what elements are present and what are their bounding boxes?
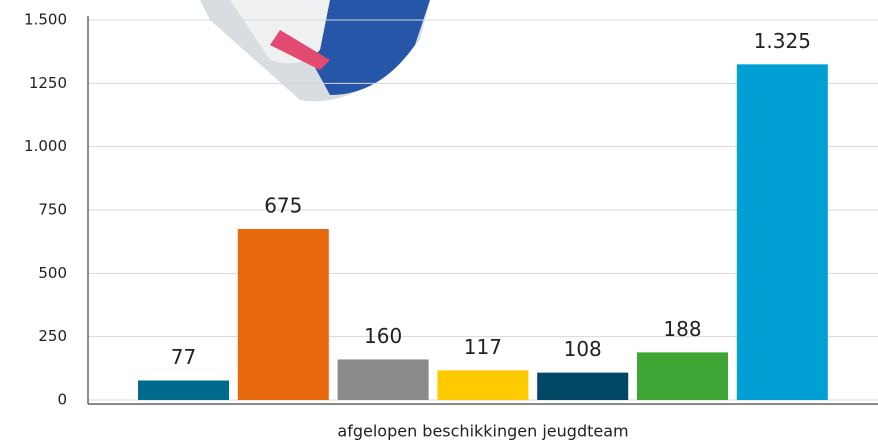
y-tick-label: 0 (57, 391, 67, 409)
y-tick-label: 1.000 (24, 137, 67, 155)
chart: afgelopen beschikkingen jeugdteam 0 250 50… (0, 0, 878, 441)
value-label: 108 (564, 337, 602, 361)
value-label: 160 (364, 324, 402, 348)
y-tick-label: 1250 (29, 74, 67, 92)
folder-photo (200, 0, 430, 101)
value-label: 1.325 (754, 29, 811, 53)
y-tick-label: 250 (38, 327, 67, 345)
value-label: 77 (171, 345, 196, 369)
y-tick-label: 750 (38, 201, 67, 219)
page: {"chart_data": {"type": "bar", "x_label"… (0, 0, 878, 441)
value-label: 188 (663, 317, 701, 341)
x-axis-label: afgelopen beschikkingen jeugdteam (337, 422, 628, 441)
bar (238, 229, 329, 400)
bar (138, 380, 229, 400)
bar (737, 64, 828, 400)
value-label: 117 (464, 335, 502, 359)
bar (637, 352, 728, 400)
y-tick-label: 1.500 (24, 11, 67, 29)
bar (338, 359, 429, 400)
y-tick-label: 500 (38, 264, 67, 282)
bar (437, 370, 528, 400)
value-label: 675 (264, 194, 302, 218)
bar (537, 373, 628, 400)
